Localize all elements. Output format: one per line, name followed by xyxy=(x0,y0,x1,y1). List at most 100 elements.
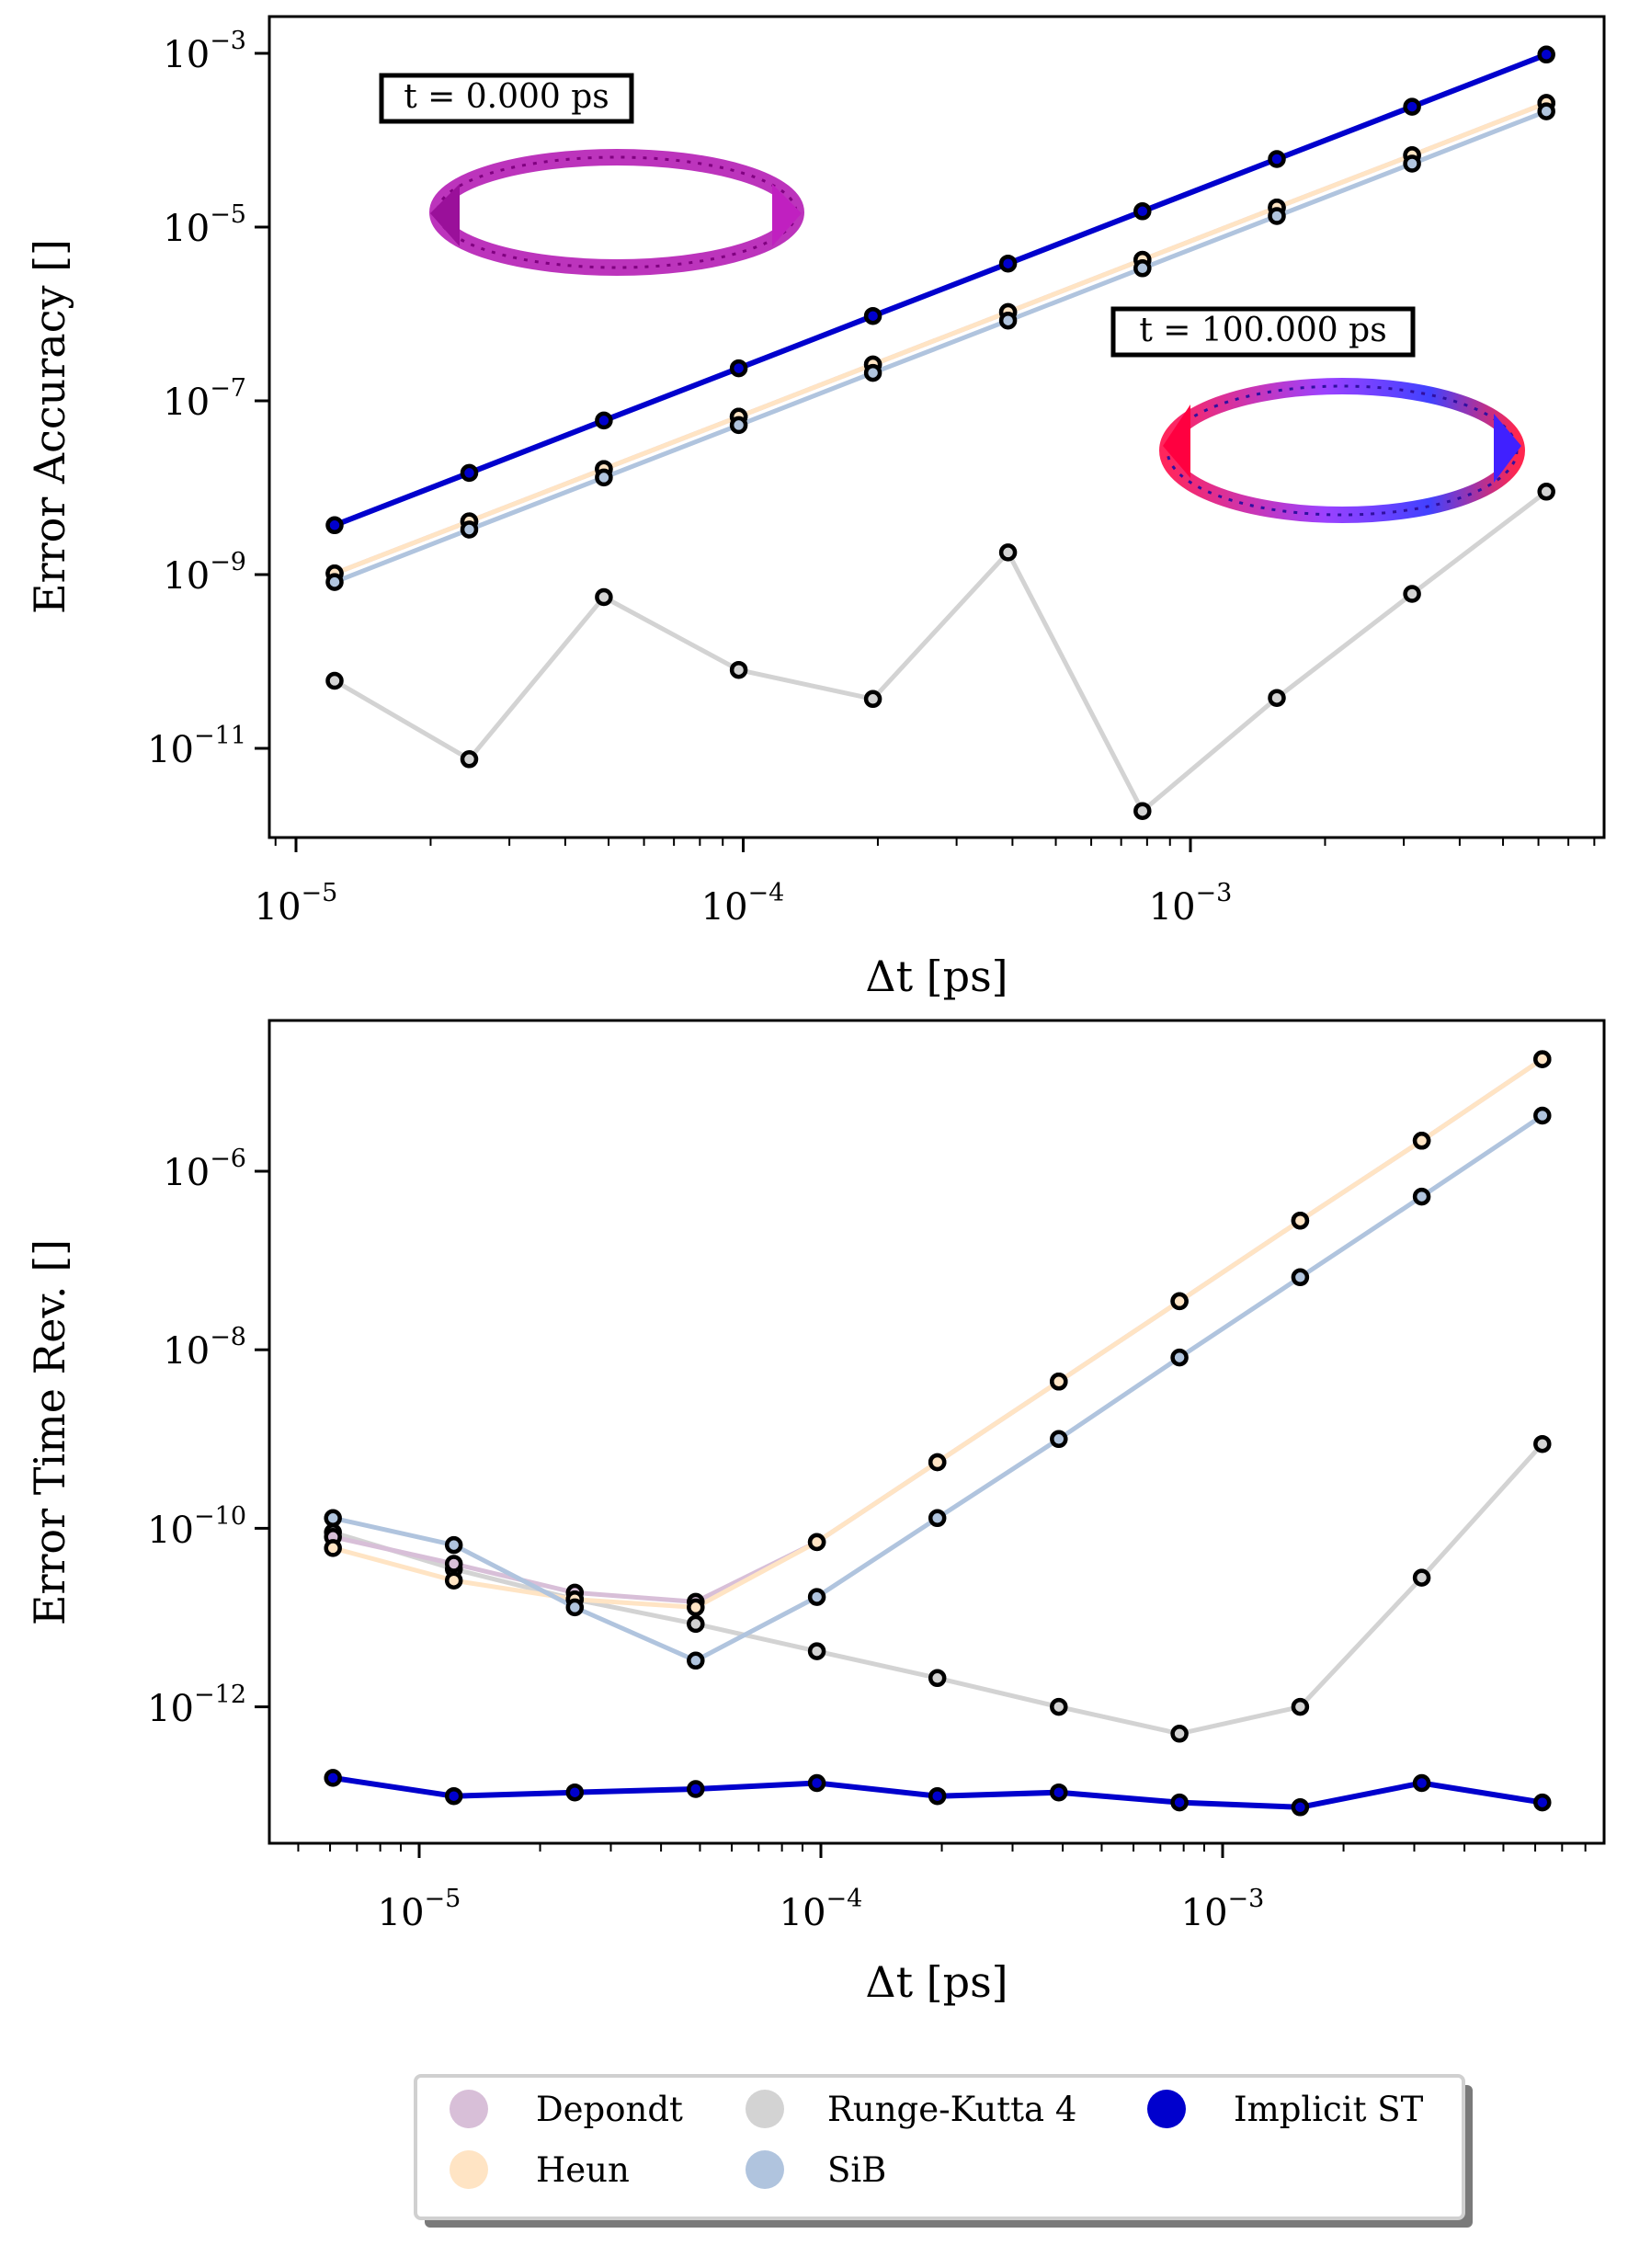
x-tick-label: 10−3 xyxy=(1149,879,1233,929)
legend-label: Depondt xyxy=(536,2090,683,2129)
time-reversal-x-ticks xyxy=(297,1843,1587,1858)
data-point xyxy=(729,416,748,435)
legend-marker xyxy=(450,2150,488,2189)
data-point xyxy=(863,363,882,382)
data-point xyxy=(1133,802,1152,820)
data-point xyxy=(1412,1773,1431,1793)
spin-ring-initial xyxy=(429,149,804,276)
data-point xyxy=(1268,150,1286,168)
data-point xyxy=(325,573,344,591)
data-point xyxy=(324,1509,342,1528)
data-point xyxy=(687,1651,705,1670)
y-tick-label: 10−3 xyxy=(163,27,246,76)
data-point xyxy=(1412,1132,1431,1150)
data-point xyxy=(595,411,613,430)
accuracy-y-axis-label: Error Accuracy [] xyxy=(25,239,74,614)
data-point xyxy=(1170,1725,1189,1743)
time-reversal-plot-frame xyxy=(268,1019,1606,1845)
series-line-implicit-st xyxy=(333,51,1548,529)
data-point xyxy=(1050,1783,1068,1802)
accuracy-x-ticks xyxy=(274,838,1596,852)
data-point xyxy=(460,750,479,769)
data-point xyxy=(1537,483,1555,501)
data-point xyxy=(687,1614,705,1634)
data-point xyxy=(1170,1793,1189,1812)
data-point xyxy=(1291,1268,1310,1287)
legend-box xyxy=(414,2074,1465,2220)
data-point xyxy=(928,1669,947,1688)
data-point xyxy=(998,543,1018,562)
legend-entry: Depondt xyxy=(450,2090,683,2129)
data-point xyxy=(687,1780,705,1798)
time-reversal-x-tick-labels: 10−5 10−4 10−3 xyxy=(378,1885,1265,1934)
y-tick-label: 10−7 xyxy=(163,374,246,424)
accuracy-plot-frame xyxy=(268,15,1606,839)
data-point xyxy=(1533,1434,1552,1453)
data-point xyxy=(1403,585,1421,603)
data-point xyxy=(444,1535,463,1555)
x-tick-label: 10−4 xyxy=(780,1885,863,1934)
y-tick-label: 10−9 xyxy=(163,548,246,598)
data-point xyxy=(1291,1697,1310,1716)
data-point xyxy=(807,1773,826,1793)
data-point xyxy=(324,1769,342,1787)
legend-label: SiB xyxy=(827,2150,886,2190)
annotation-end: t = 100.000 ps xyxy=(1110,306,1416,358)
y-tick-label: 10−6 xyxy=(163,1145,246,1194)
time-reversal-y-tick-labels: 10−6 10−8 10−10 10−12 xyxy=(147,1145,246,1730)
spin-ring-final xyxy=(1159,378,1525,523)
legend-marker xyxy=(746,2090,784,2128)
annotation-start-box xyxy=(379,73,634,124)
data-point xyxy=(595,587,613,607)
data-point xyxy=(444,1555,463,1573)
data-point xyxy=(1291,1211,1310,1230)
data-point xyxy=(1537,45,1555,64)
data-point xyxy=(863,306,882,325)
time-reversal-y-ticks xyxy=(255,1169,269,1709)
legend-marker xyxy=(746,2150,784,2189)
legend-label: Implicit ST xyxy=(1234,2090,1424,2129)
y-tick-label: 10−10 xyxy=(147,1502,246,1552)
data-point xyxy=(1133,259,1152,278)
data-point xyxy=(807,1533,826,1552)
data-point xyxy=(1412,1187,1431,1206)
y-tick-label: 10−8 xyxy=(163,1323,246,1373)
annotation-start-label: t = 0.000 ps xyxy=(404,78,609,116)
time-reversal-x-axis-label: Δt [ps] xyxy=(865,1957,1008,2007)
data-point xyxy=(1533,1050,1552,1068)
data-point xyxy=(1133,202,1152,221)
data-point xyxy=(863,690,882,709)
accuracy-x-tick-labels: 10−5 10−4 10−3 xyxy=(255,879,1233,929)
accuracy-x-axis-label: Δt [ps] xyxy=(865,952,1008,1001)
data-point xyxy=(444,1571,463,1590)
data-point xyxy=(998,311,1018,330)
y-tick-label: 10−5 xyxy=(163,200,246,250)
annotation-end-box xyxy=(1110,306,1416,358)
data-point xyxy=(460,463,479,483)
x-tick-label: 10−4 xyxy=(701,879,785,929)
data-point xyxy=(1268,207,1286,225)
legend-entry: SiB xyxy=(746,2150,886,2190)
data-point xyxy=(325,671,344,690)
data-point xyxy=(1268,689,1286,707)
data-point xyxy=(1170,1292,1189,1311)
data-point xyxy=(565,1598,585,1617)
y-tick-label: 10−12 xyxy=(147,1681,246,1730)
data-point xyxy=(1537,102,1555,120)
data-point xyxy=(1050,1373,1068,1391)
data-point xyxy=(998,254,1018,273)
legend-marker xyxy=(1147,2090,1186,2128)
legend-entry: Implicit ST xyxy=(1147,2090,1424,2129)
data-point xyxy=(1533,1106,1552,1125)
data-point xyxy=(729,660,748,679)
data-point xyxy=(1291,1798,1310,1817)
data-point xyxy=(595,468,613,487)
x-tick-label: 10−3 xyxy=(1181,1885,1265,1934)
legend: Depondt Heun Runge-Kutta 4 SiB Implicit … xyxy=(414,2074,1473,2228)
legend-entry: Runge-Kutta 4 xyxy=(746,2090,1076,2129)
accuracy-y-tick-labels: 10−3 10−5 10−7 10−9 10−11 xyxy=(147,27,246,771)
x-tick-label: 10−5 xyxy=(378,1885,461,1934)
legend-entry: Heun xyxy=(450,2150,630,2190)
data-point xyxy=(565,1783,585,1802)
